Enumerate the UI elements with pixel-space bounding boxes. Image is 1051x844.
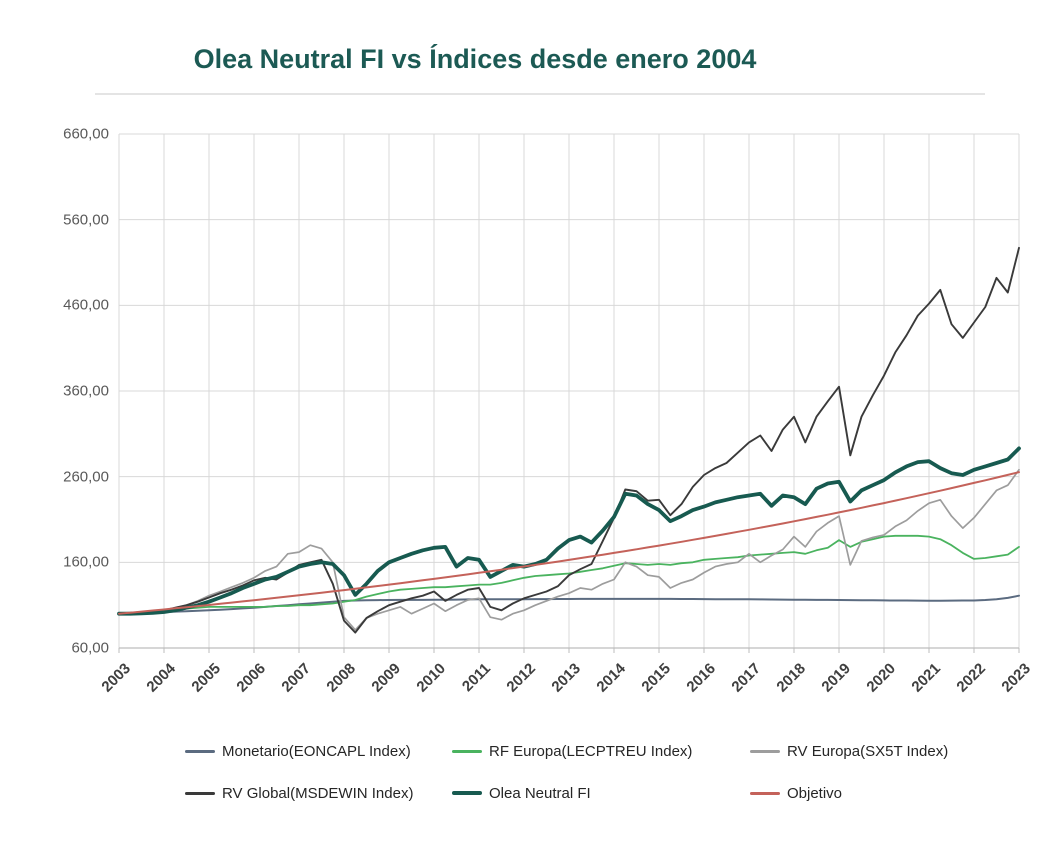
series-line-rv-europa-sx5t-index- [118, 468, 1020, 631]
legend-swatch-monetario-eoncapl-index- [185, 749, 215, 753]
y-axis-label: 260,00 [63, 468, 109, 486]
legend-item: RF Europa(LECPTREU Index) [452, 741, 692, 761]
legend-label: Olea Neutral FI [489, 784, 591, 802]
legend-swatch-rv-europa-sx5t-index- [750, 749, 780, 753]
series-line-rf-europa-lecptreu-index- [118, 534, 1020, 615]
legend-swatch-objetivo [750, 791, 780, 795]
legend-label: Monetario(EONCAPL Index) [222, 742, 411, 760]
legend-label: RV Global(MSDEWIN Index) [222, 784, 414, 802]
legend-label: RV Europa(SX5T Index) [787, 742, 949, 760]
y-axis-label: 160,00 [63, 553, 109, 571]
y-axis-label: 660,00 [63, 125, 109, 143]
legend-item: RV Europa(SX5T Index) [750, 741, 948, 761]
legend-swatch-rv-global-msdewin-index- [185, 791, 215, 795]
chart-title: Olea Neutral FI vs Índices desde enero 2… [193, 44, 757, 74]
legend-label: Objetivo [787, 784, 843, 802]
y-axis-label: 560,00 [63, 211, 109, 229]
series-line-objetivo [118, 471, 1020, 615]
legend-item: RV Global(MSDEWIN Index) [185, 783, 413, 803]
legend-label: RF Europa(LECPTREU Index) [489, 742, 693, 760]
legend-swatch-olea-neutral-fi [452, 791, 482, 795]
legend-item: Olea Neutral FI [452, 783, 591, 803]
legend-item: Objetivo [750, 783, 842, 803]
y-axis-label: 360,00 [63, 382, 109, 400]
legend-swatch-rf-europa-lecptreu-index- [452, 749, 482, 753]
legend-item: Monetario(EONCAPL Index) [185, 741, 411, 761]
y-axis-label: 460,00 [63, 296, 109, 314]
series-line-olea-neutral-fi [117, 446, 1021, 616]
title-divider [95, 93, 985, 95]
y-axis-label: 60,00 [71, 639, 109, 657]
